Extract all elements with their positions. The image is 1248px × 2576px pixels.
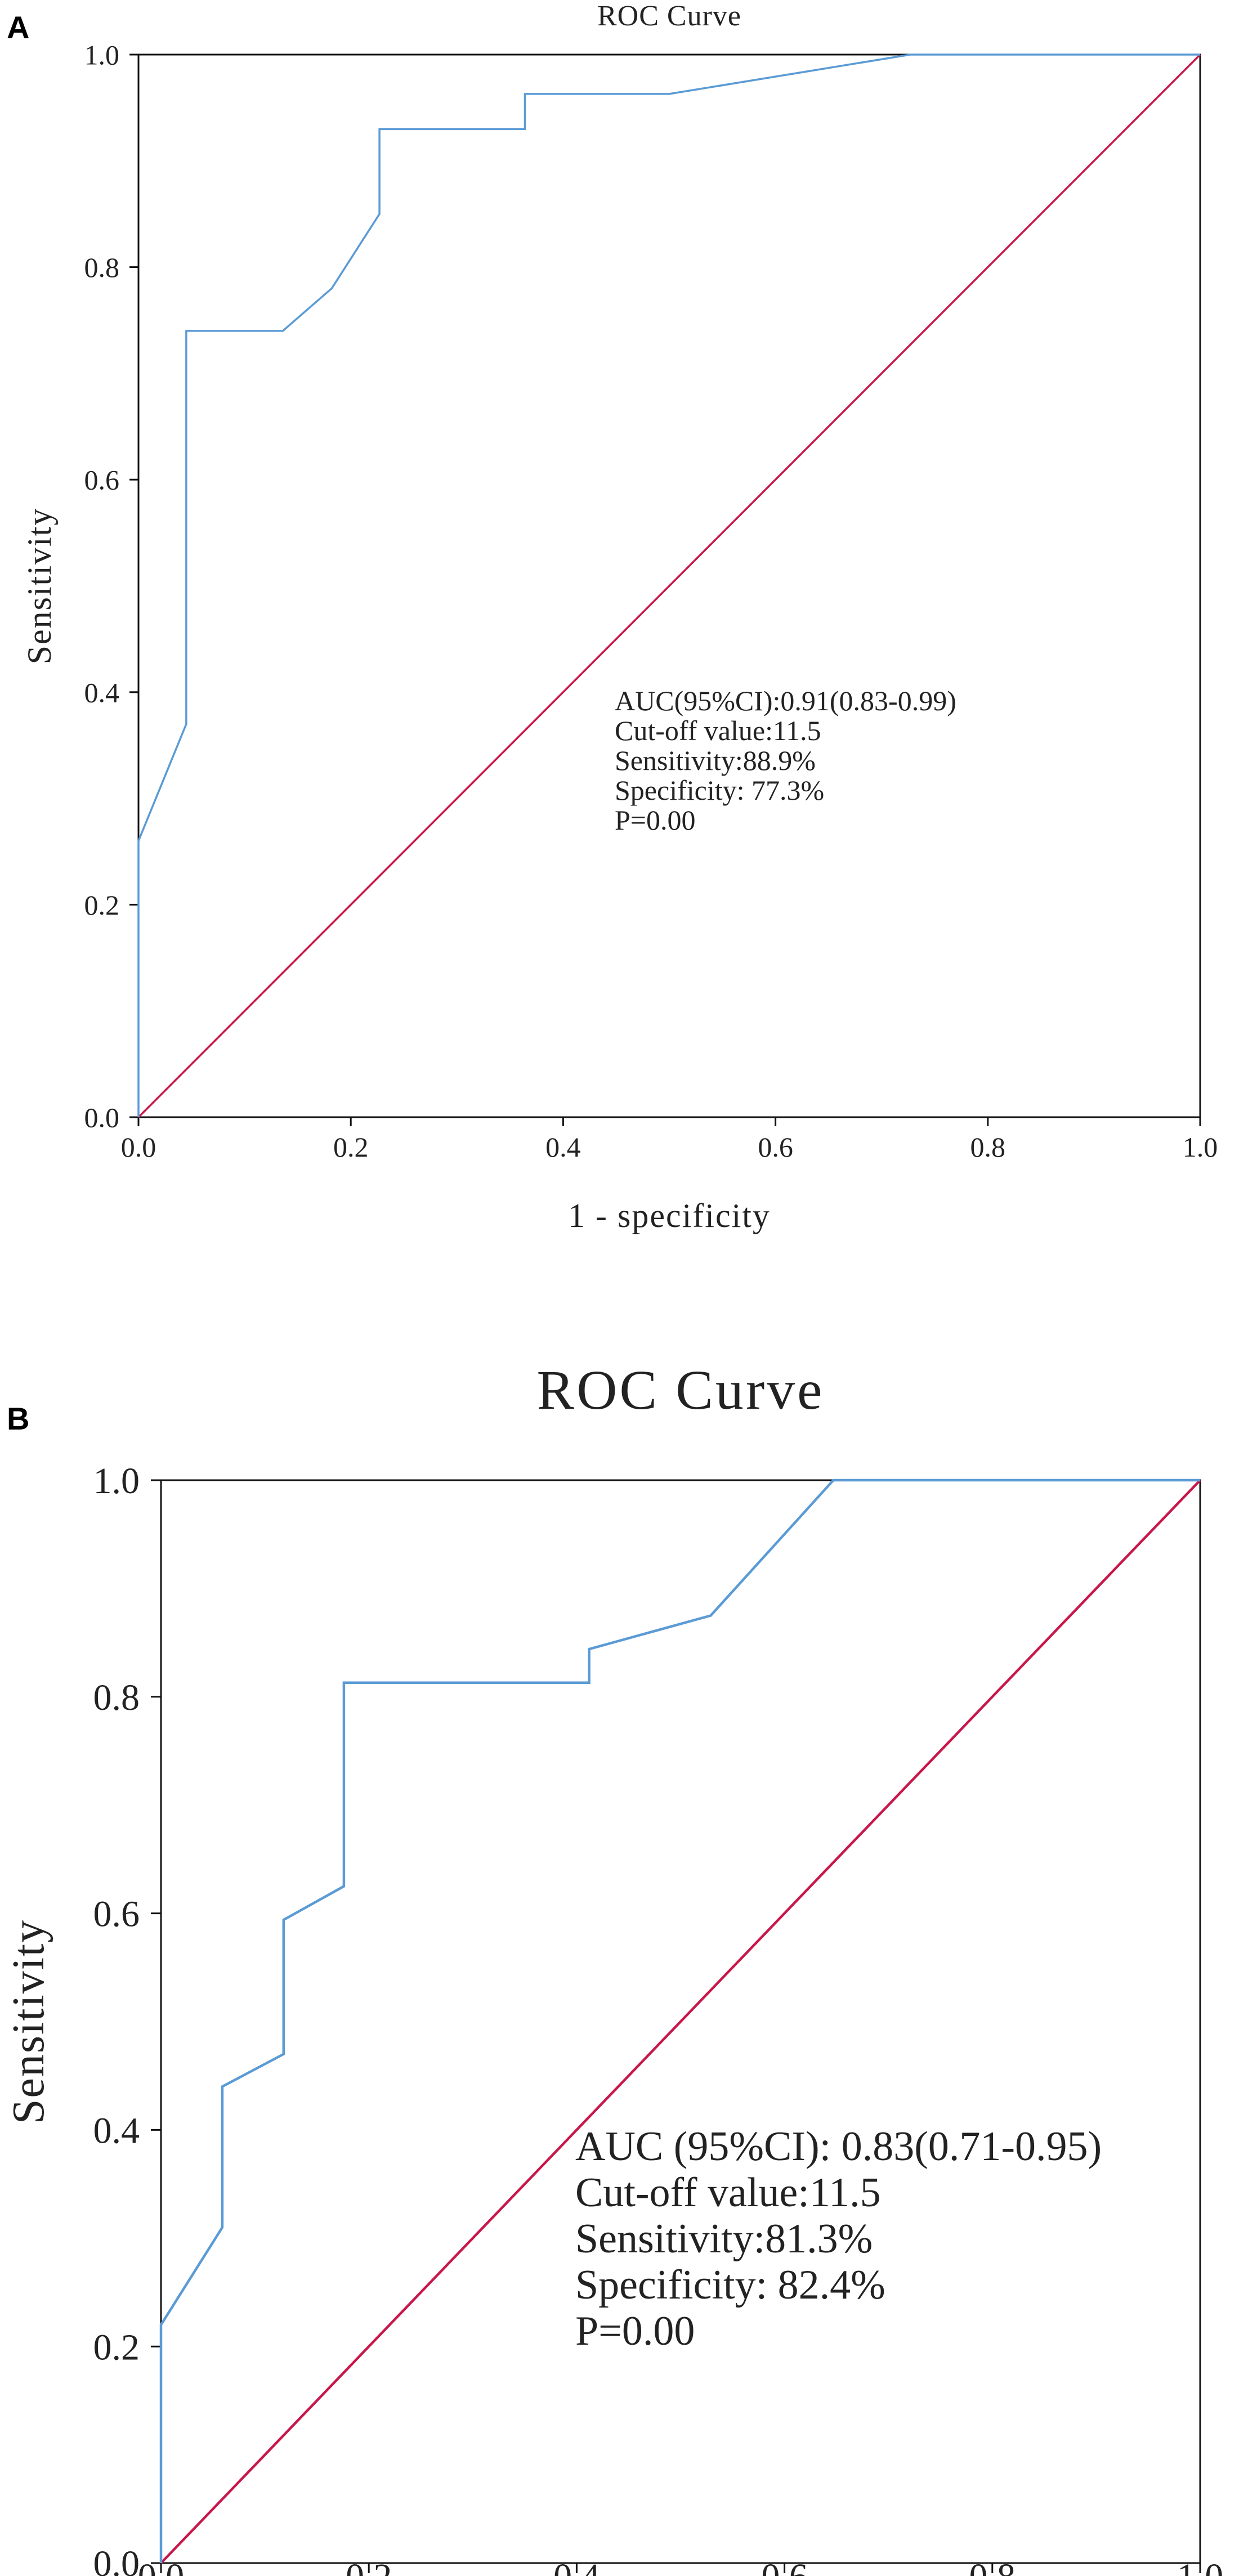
y-axis-label: Sensitivity [4,1919,53,2124]
chart-panel-a: A ROC Curve 0.0 0.2 0.4 0.6 0.8 1.0 0.0 0.2 0.4 0.6… [7,0,1218,1234]
annotation-line: Specificity: 77.3% [615,774,824,806]
y-tick-label: 0.6 [93,1894,140,1935]
x-tick-label: 0.4 [545,1131,581,1163]
x-tick-label: 0.4 [553,2556,600,2576]
y-tick-label: 1.0 [93,1461,140,1502]
x-tick-label: 1.0 [1183,1131,1218,1163]
x-tick-label: 0.2 [346,2556,392,2576]
y-tick-label: 0.4 [84,677,120,708]
y-tick-label: 0.0 [93,2543,140,2576]
panel-letter: B [7,1401,29,1436]
chart-title: ROC Curve [537,1359,825,1421]
roc-curve-line [159,1479,1200,2563]
y-tick-label: 0.2 [84,889,120,921]
x-tick-label: 0.8 [969,2556,1016,2576]
y-tick-label: 0.0 [84,1102,120,1134]
y-tick-label: 0.8 [93,1677,140,1718]
annotation-line: Cut-off value:11.5 [615,715,821,746]
x-tick-label: 0.6 [758,1131,793,1163]
annotation-line: AUC (95%CI): 0.83(0.71-0.95) [575,2123,1102,2170]
annotation-line: AUC(95%CI):0.91(0.83-0.99) [615,685,956,716]
plot-frame [137,53,1201,1118]
roc-curve-line [137,53,1200,1117]
annotation-line: Cut-off value:11.5 [575,2170,881,2216]
chart-title: ROC Curve [597,0,741,32]
plot-frame [160,1479,1201,2564]
y-tick-label: 0.8 [84,252,120,283]
y-tick-label: 0.4 [93,2111,140,2152]
x-tick-label: 1.0 [1177,2556,1224,2576]
reference-diagonal-line [137,53,1201,1118]
y-tick-label: 0.2 [93,2327,140,2368]
annotation-line: Sensitivity:88.9% [615,745,816,776]
annotation-line: P=0.00 [575,2308,695,2354]
annotation-line: P=0.00 [615,804,696,836]
annotation-line: Specificity: 82.4% [575,2262,885,2308]
x-tick-label: 0.6 [761,2556,808,2576]
y-tick-label: 1.0 [84,39,120,71]
panel-letter: A [7,10,29,45]
x-tick-label: 0.0 [121,1131,156,1163]
x-tick-label: 0.2 [333,1131,369,1163]
x-axis-label: 1 - specificity [568,1197,771,1234]
annotation-line: Sensitivity:81.3% [575,2216,873,2262]
y-tick-label: 0.6 [84,464,120,496]
reference-diagonal-line [160,1479,1201,2564]
x-tick-label: 0.8 [970,1131,1006,1163]
y-axis-label: Sensitivity [21,508,58,665]
